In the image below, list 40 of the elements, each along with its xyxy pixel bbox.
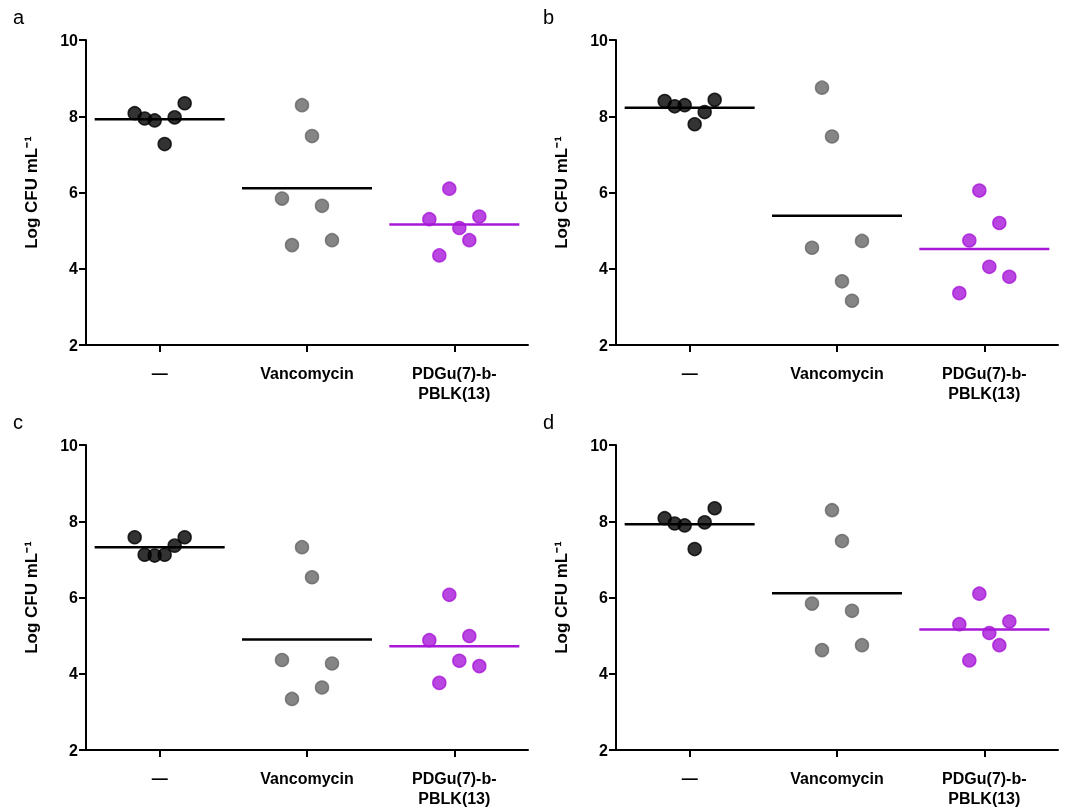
chart-title: a	[13, 6, 25, 28]
y-tick-label: 2	[599, 741, 609, 759]
y-tick-label: 4	[599, 260, 609, 278]
y-tick-label: 8	[599, 512, 609, 530]
y-axis-title: Log CFU mL⁻¹	[552, 135, 571, 249]
y-tick-label: 10	[60, 436, 79, 454]
y-tick-label: 6	[69, 589, 79, 606]
y-tick-label: 10	[60, 31, 79, 49]
y-axis-title: Log CFU mL⁻¹	[22, 540, 41, 654]
y-tick-label: 2	[69, 741, 79, 759]
x-tick-label: Vancomycin	[790, 769, 884, 787]
x-tick-label: Vancomycin	[260, 769, 354, 787]
y-tick-label: 6	[599, 589, 609, 606]
y-tick-label: 4	[69, 665, 79, 683]
x-tick-label: Vancomycin	[790, 364, 884, 382]
chart-title: b	[543, 6, 555, 28]
x-tick-label: Vancomycin	[260, 364, 354, 382]
x-tick-label: —	[151, 364, 168, 382]
y-tick-label: 4	[69, 260, 79, 278]
y-tick-label: 6	[69, 184, 79, 201]
y-axis-title: Log CFU mL⁻¹	[552, 540, 571, 654]
x-tick-label: —	[681, 769, 698, 787]
y-tick-label: 6	[599, 184, 609, 201]
y-tick-label: 4	[599, 665, 609, 683]
chart-title: c	[13, 411, 23, 433]
x-tick-label: —	[681, 364, 698, 382]
y-axis-title: Log CFU mL⁻¹	[22, 135, 41, 249]
x-tick-label: —	[151, 769, 168, 787]
chart-title: d	[543, 411, 555, 433]
x-tick-label: PDGu(7)-b-PBLK(13)	[942, 769, 1027, 807]
y-tick-label: 10	[590, 31, 609, 49]
y-tick-label: 2	[69, 336, 79, 354]
x-tick-label: PDGu(7)-b-PBLK(13)	[942, 364, 1027, 402]
x-tick-label: PDGu(7)-b-PBLK(13)	[412, 769, 497, 807]
x-tick-label: PDGu(7)-b-PBLK(13)	[412, 364, 497, 402]
y-tick-label: 8	[69, 107, 79, 125]
y-tick-label: 8	[69, 512, 79, 530]
y-tick-label: 2	[599, 336, 609, 354]
y-tick-label: 8	[599, 107, 609, 125]
y-tick-label: 10	[590, 436, 609, 454]
